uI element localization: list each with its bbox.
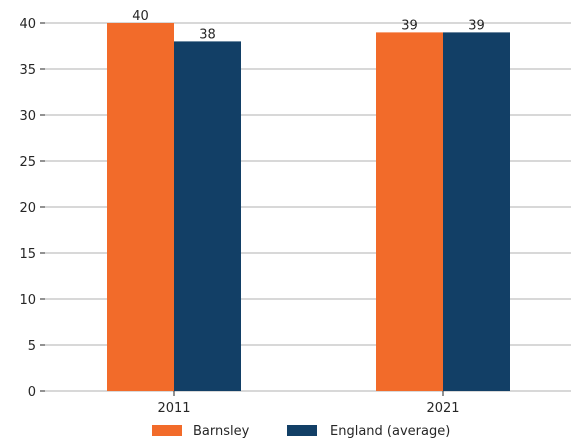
y-tick-label-20: 20: [19, 201, 36, 216]
legend-label-barnsley: Barnsley: [193, 424, 250, 439]
y-tick-label-0: 0: [28, 385, 36, 400]
y-tick-label-10: 10: [19, 293, 36, 308]
data-label-england-average-2011: 38: [199, 27, 216, 42]
bar-england-average-2011: [174, 41, 241, 392]
bar-england-average-2021: [443, 32, 510, 391]
data-label-england-average-2021: 39: [468, 18, 485, 33]
y-tick-label-15: 15: [19, 247, 36, 262]
y-tick-label-25: 25: [19, 155, 36, 170]
y-tick-label-35: 35: [19, 63, 36, 78]
x-axis: 2011 2021: [157, 391, 460, 416]
y-tick-label-30: 30: [19, 109, 36, 124]
legend-label-england-average: England (average): [330, 424, 450, 439]
legend-swatch-england-average: [287, 425, 317, 436]
x-tick-label-2021: 2021: [426, 401, 459, 416]
y-tick-label-40: 40: [19, 17, 36, 32]
bar-barnsley-2011: [107, 23, 174, 391]
legend-swatch-barnsley: [152, 425, 182, 436]
bars: [107, 23, 510, 392]
y-axis: 0 5 10 15 20 25 30 35 40: [19, 17, 45, 400]
bar-barnsley-2021: [376, 32, 443, 391]
legend: Barnsley England (average): [152, 424, 450, 439]
data-label-barnsley-2021: 39: [401, 18, 418, 33]
data-labels: 40 38 39 39: [132, 9, 485, 42]
x-tick-label-2011: 2011: [157, 401, 190, 416]
data-label-barnsley-2011: 40: [132, 9, 149, 24]
y-tick-label-5: 5: [28, 339, 36, 354]
